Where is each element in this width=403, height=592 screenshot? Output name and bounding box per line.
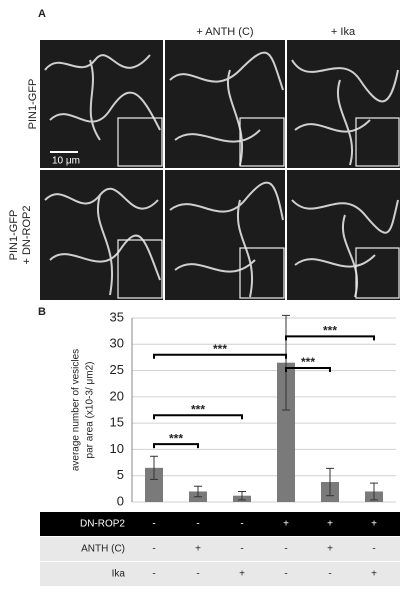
significance-label: ***: [191, 402, 205, 416]
table-cell: -: [240, 519, 243, 530]
row-header: ANTH (C): [81, 544, 125, 555]
table-cell: +: [327, 519, 333, 530]
table-cell: +: [371, 519, 377, 530]
y-tick-label: 30: [110, 336, 124, 351]
table-cell: +: [283, 519, 289, 530]
y-tick-label: 0: [117, 493, 124, 508]
y-tick-label: 25: [110, 362, 124, 377]
row-header: Ika: [112, 569, 126, 580]
significance-label: ***: [323, 324, 337, 338]
table-cell: -: [240, 544, 243, 555]
table-row: [40, 512, 400, 536]
column-header: + Ika: [331, 26, 356, 38]
table-cell: -: [152, 544, 155, 555]
significance-label: ***: [213, 342, 227, 356]
y-tick-label: 15: [110, 415, 124, 430]
significance-bracket: [153, 414, 243, 420]
y-axis-label: average number of vesicles: [71, 349, 82, 471]
table-cell: -: [328, 569, 331, 580]
table-cell: -: [372, 544, 375, 555]
column-header: + ANTH (C): [196, 26, 253, 38]
panel-label: B: [38, 306, 46, 318]
y-tick-label: 10: [110, 441, 124, 456]
table-cell: +: [371, 569, 377, 580]
y-axis-label: par area (x10-3/ μm2): [85, 362, 96, 459]
significance-bracket: [285, 366, 331, 372]
significance-bracket: [153, 443, 199, 449]
row-label: PIN1-GFP: [8, 210, 20, 261]
significance-label: ***: [169, 431, 183, 445]
scale-bar-label: 10 μm: [52, 156, 80, 167]
panel-label: A: [38, 8, 46, 20]
row-label: + DN-ROP2: [21, 206, 33, 265]
table-row: [40, 537, 400, 561]
table-cell: -: [196, 569, 199, 580]
table-cell: +: [327, 544, 333, 555]
y-tick-label: 35: [110, 309, 124, 324]
significance-label: ***: [301, 355, 315, 369]
table-cell: +: [195, 544, 201, 555]
microscopy-panel: [40, 40, 400, 300]
table-cell: +: [239, 569, 245, 580]
y-tick-label: 20: [110, 388, 124, 403]
table-cell: -: [284, 569, 287, 580]
table-cell: -: [196, 519, 199, 530]
significance-bracket: [153, 353, 287, 359]
table-cell: -: [284, 544, 287, 555]
y-tick-label: 5: [117, 467, 124, 482]
table-cell: -: [152, 569, 155, 580]
row-header: DN-ROP2: [80, 519, 125, 530]
significance-bracket: [285, 335, 375, 341]
bar: [277, 362, 295, 502]
bar: [145, 467, 163, 502]
table-row: [40, 562, 400, 586]
table-cell: -: [152, 519, 155, 530]
row-label: PIN1-GFP: [27, 79, 39, 130]
